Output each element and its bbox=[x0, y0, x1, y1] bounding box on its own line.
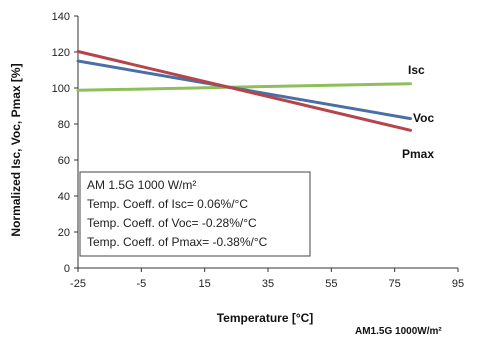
x-tick-label: -25 bbox=[70, 278, 86, 290]
y-tick-label: 120 bbox=[52, 47, 70, 59]
note-line-voc: Temp. Coeff. of Voc= -0.28%/°C bbox=[87, 216, 257, 230]
note-line-isc: Temp. Coeff. of Isc= 0.06%/°C bbox=[87, 197, 248, 211]
y-axis-ticks: 0 20 40 60 80 100 120 140 bbox=[52, 11, 78, 275]
y-tick-label: 140 bbox=[52, 11, 70, 23]
series-label-pmax: Pmax bbox=[402, 147, 434, 161]
x-axis-ticks: -25 -5 15 35 55 75 95 bbox=[70, 268, 464, 290]
x-tick-label: -5 bbox=[136, 278, 146, 290]
series-line-isc bbox=[76, 82, 412, 92]
y-tick-label: 80 bbox=[58, 119, 70, 131]
x-axis-title: Temperature [°C] bbox=[217, 311, 314, 325]
x-tick-label: 75 bbox=[389, 278, 401, 290]
note-line-pmax: Temp. Coeff. of Pmax= -0.38%/°C bbox=[87, 235, 268, 249]
y-tick-label: 100 bbox=[52, 83, 70, 95]
y-axis-title: Normalized Isc, Voc, Pmax [%] bbox=[9, 63, 23, 236]
series-label-voc: Voc bbox=[413, 111, 434, 125]
y-tick-label: 20 bbox=[58, 227, 70, 239]
x-tick-label: 35 bbox=[262, 278, 274, 290]
series-lines bbox=[76, 50, 412, 132]
footer-condition: AM1.5G 1000W/m² bbox=[355, 326, 442, 337]
x-tick-label: 15 bbox=[199, 278, 211, 290]
x-tick-label: 95 bbox=[452, 278, 464, 290]
y-tick-label: 0 bbox=[64, 263, 70, 275]
series-line-pmax bbox=[76, 50, 412, 132]
y-tick-label: 40 bbox=[58, 191, 70, 203]
note-line-irradiance: AM 1.5G 1000 W/m² bbox=[87, 178, 196, 192]
series-label-isc: Isc bbox=[408, 63, 425, 77]
coefficient-note-box: AM 1.5G 1000 W/m² Temp. Coeff. of Isc= 0… bbox=[79, 171, 311, 257]
y-tick-label: 60 bbox=[58, 155, 70, 167]
x-tick-label: 55 bbox=[325, 278, 337, 290]
